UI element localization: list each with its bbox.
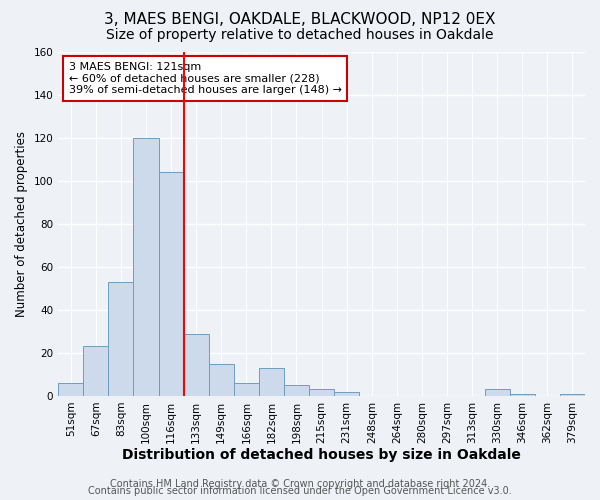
Bar	[259, 368, 284, 396]
Text: Size of property relative to detached houses in Oakdale: Size of property relative to detached ho…	[106, 28, 494, 42]
Text: 3 MAES BENGI: 121sqm
← 60% of detached houses are smaller (228)
39% of semi-deta: 3 MAES BENGI: 121sqm ← 60% of detached h…	[69, 62, 342, 95]
Bar	[209, 364, 234, 396]
Bar	[309, 390, 334, 396]
Bar	[184, 334, 209, 396]
Y-axis label: Number of detached properties: Number of detached properties	[15, 130, 28, 316]
Bar	[58, 383, 83, 396]
Text: 3, MAES BENGI, OAKDALE, BLACKWOOD, NP12 0EX: 3, MAES BENGI, OAKDALE, BLACKWOOD, NP12 …	[104, 12, 496, 28]
X-axis label: Distribution of detached houses by size in Oakdale: Distribution of detached houses by size …	[122, 448, 521, 462]
Bar	[158, 172, 184, 396]
Bar	[83, 346, 109, 396]
Bar	[133, 138, 158, 396]
Text: Contains HM Land Registry data © Crown copyright and database right 2024.: Contains HM Land Registry data © Crown c…	[110, 479, 490, 489]
Bar	[510, 394, 535, 396]
Bar	[234, 383, 259, 396]
Text: Contains public sector information licensed under the Open Government Licence v3: Contains public sector information licen…	[88, 486, 512, 496]
Bar	[284, 385, 309, 396]
Bar	[334, 392, 359, 396]
Bar	[485, 390, 510, 396]
Bar	[560, 394, 585, 396]
Bar	[109, 282, 133, 396]
